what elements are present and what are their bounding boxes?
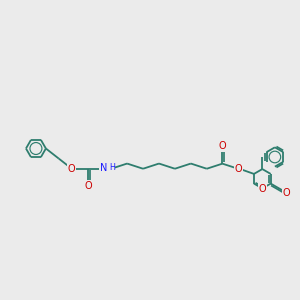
Text: O: O: [68, 164, 76, 174]
Text: O: O: [259, 184, 266, 194]
Text: O: O: [283, 188, 290, 198]
Text: O: O: [84, 181, 92, 191]
Text: N: N: [100, 164, 107, 173]
Text: H: H: [109, 163, 115, 172]
Text: O: O: [219, 141, 226, 151]
Text: O: O: [235, 164, 242, 174]
